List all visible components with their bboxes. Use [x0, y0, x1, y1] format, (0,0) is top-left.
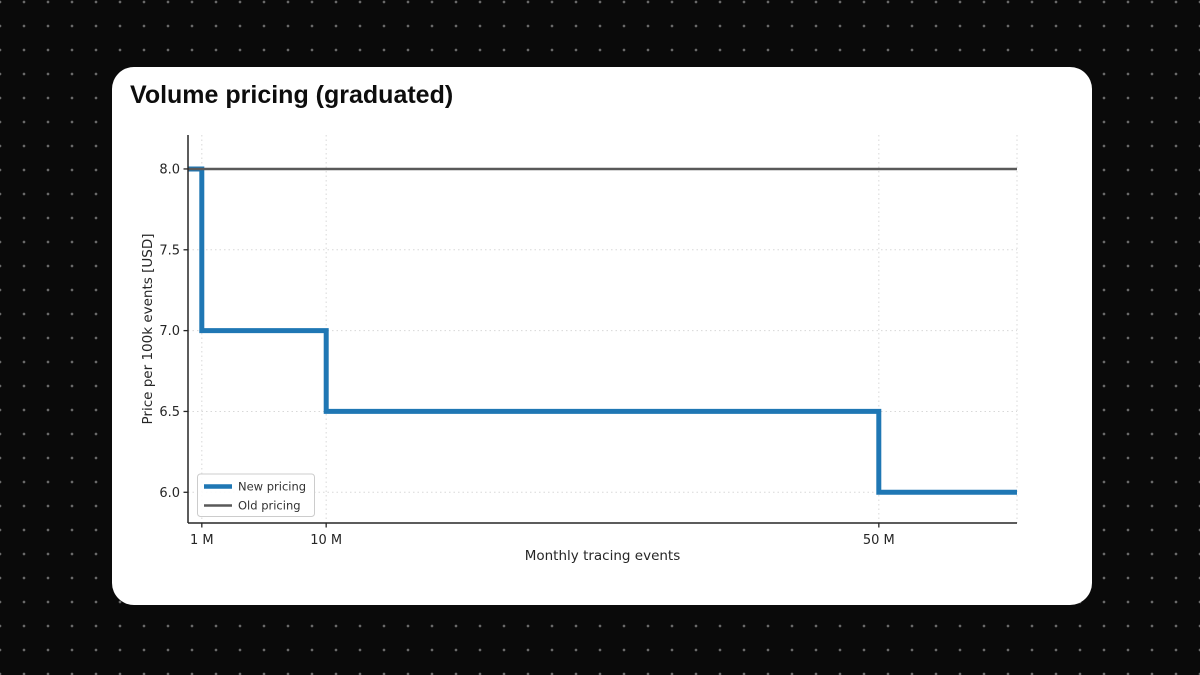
x-tick-label: 1 M: [190, 533, 214, 548]
chart-title: Volume pricing (graduated): [130, 81, 454, 109]
legend-label-old-pricing: Old pricing: [238, 499, 301, 513]
y-tick-label: 8.0: [159, 162, 180, 177]
y-tick-label: 7.0: [159, 324, 180, 339]
legend-label-new-pricing: New pricing: [238, 480, 306, 494]
y-tick-label: 6.0: [159, 486, 180, 501]
y-tick-label: 7.5: [159, 243, 180, 258]
series-line-new-pricing: [188, 166, 1017, 495]
y-tick-label: 6.5: [159, 405, 180, 420]
chart-card: Volume pricing (graduated) 6.0 6.5 7.0 7.5 8…: [112, 67, 1092, 605]
x-tick-label: 50 M: [863, 533, 895, 548]
y-axis-label: Price per 100k events [USD]: [140, 234, 156, 425]
pricing-chart: 6.0 6.5 7.0 7.5 8.0 1 M 10 M 50 M Monthly tracin…: [140, 135, 1018, 564]
x-axis-label: Monthly tracing events: [525, 548, 681, 564]
x-tick-label: 10 M: [310, 533, 342, 548]
